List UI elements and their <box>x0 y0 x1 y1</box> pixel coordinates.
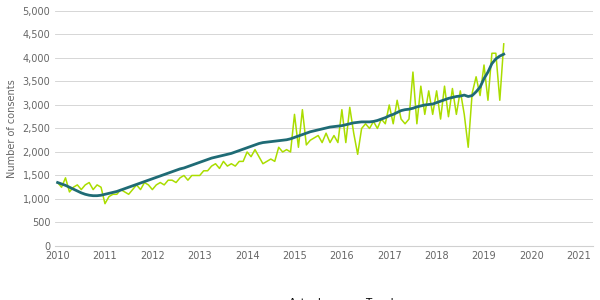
Actual <box>181 174 188 177</box>
Line: Trend: Trend <box>58 54 504 196</box>
Actual <box>184 178 191 182</box>
Legend: Actual, Trend: Actual, Trend <box>251 293 397 300</box>
Actual <box>397 117 404 121</box>
Trend <box>232 150 239 154</box>
Trend <box>109 190 116 194</box>
Y-axis label: Number of consents: Number of consents <box>7 79 17 178</box>
Trend <box>54 181 61 184</box>
Trend <box>181 166 188 170</box>
Trend <box>89 194 97 197</box>
Line: Actual: Actual <box>58 44 504 204</box>
Actual <box>101 202 109 206</box>
Trend <box>500 52 508 56</box>
Trend <box>184 165 191 168</box>
Trend <box>346 122 353 126</box>
Trend <box>397 109 404 112</box>
Actual <box>54 181 61 184</box>
Actual <box>500 42 508 46</box>
Actual <box>346 106 353 109</box>
Actual <box>232 164 239 168</box>
Actual <box>109 193 116 196</box>
